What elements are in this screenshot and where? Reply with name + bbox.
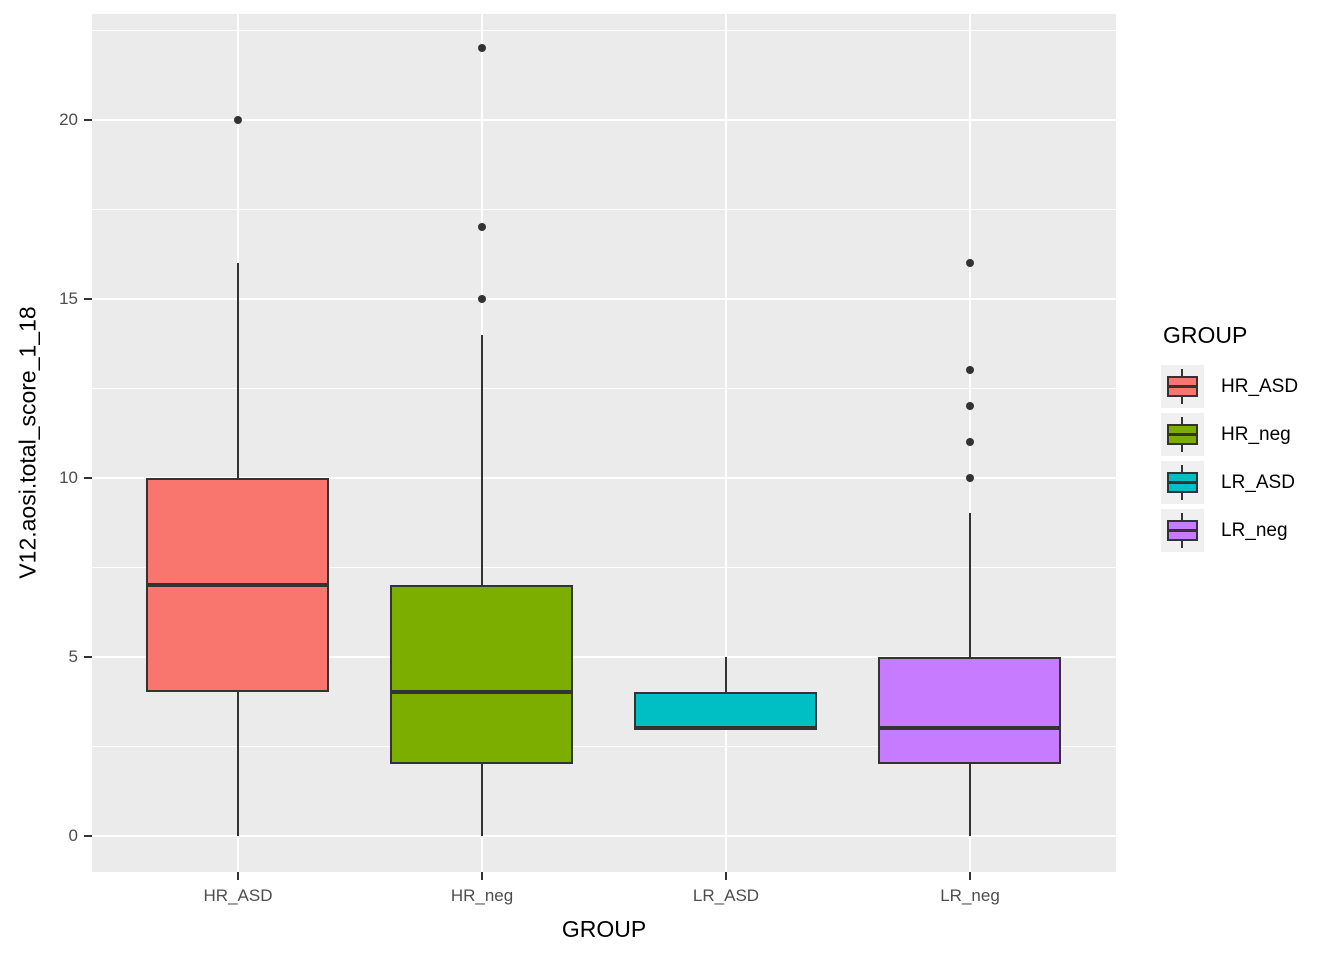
x-axis-tick [725, 872, 727, 880]
boxplot-upper-whisker [969, 513, 971, 657]
boxplot-outlier-point [966, 259, 974, 267]
boxplot-box-lr_neg [878, 657, 1061, 764]
gridline-horizontal-major [92, 298, 1116, 300]
x-axis-tick-label: LR_neg [940, 886, 1000, 905]
boxplot-box-hr_neg [390, 585, 573, 764]
gridline-horizontal-minor [92, 209, 1116, 210]
gridline-horizontal-minor [92, 30, 1116, 31]
gridline-horizontal-minor [92, 388, 1116, 389]
boxplot-outlier-point [234, 116, 242, 124]
y-axis-tick [84, 656, 92, 658]
gridline-horizontal-major [92, 119, 1116, 121]
legend-key-boxplot-icon [1161, 413, 1204, 456]
boxplot-upper-whisker [725, 657, 727, 692]
y-axis-tick [84, 119, 92, 121]
legend-label: LR_neg [1221, 519, 1288, 541]
boxplot-outlier-point [966, 438, 974, 446]
x-axis-tick [481, 872, 483, 880]
y-axis-tick-label: 5 [68, 647, 78, 666]
boxplot-outlier-point [478, 44, 486, 52]
boxplot-upper-whisker [237, 263, 239, 478]
y-axis-tick [84, 298, 92, 300]
boxplot-lower-whisker [237, 692, 239, 836]
legend-key-boxplot-icon [1161, 509, 1204, 552]
legend-label: LR_ASD [1221, 471, 1295, 493]
boxplot-outlier-point [966, 474, 974, 482]
legend-label: HR_ASD [1221, 375, 1299, 397]
legend-key-boxplot-icon [1161, 461, 1204, 504]
plot-panel [92, 14, 1116, 872]
x-axis-title: GROUP [561, 916, 647, 942]
y-axis-tick [84, 835, 92, 837]
boxplot-upper-whisker [481, 335, 483, 585]
x-axis-tick-label: HR_ASD [203, 886, 273, 905]
boxplot-lower-whisker [481, 764, 483, 836]
legend-label: HR_neg [1221, 423, 1291, 445]
gridline-horizontal-minor [92, 746, 1116, 747]
boxplot-outlier-point [478, 295, 486, 303]
gridline-vertical-major [725, 14, 727, 872]
gridline-horizontal-minor [92, 567, 1116, 568]
boxplot-median [634, 726, 817, 730]
boxplot-outlier-point [478, 223, 486, 231]
gridline-horizontal-major [92, 477, 1116, 479]
boxplot-outlier-point [966, 402, 974, 410]
x-axis-tick [237, 872, 239, 880]
boxplot-lower-whisker [969, 764, 971, 836]
x-axis-tick-label: HR_neg [450, 886, 514, 905]
y-axis-tick-label: 0 [68, 826, 78, 845]
gridline-horizontal-major [92, 835, 1116, 837]
y-axis-tick-label: 20 [59, 110, 78, 129]
boxplot-outlier-point [966, 366, 974, 374]
boxplot-box-lr_asd [634, 692, 817, 728]
legend-title: GROUP [1163, 322, 1248, 348]
legend-entry-lr-asd: LR_ASD [1161, 461, 1298, 504]
y-axis-tick [84, 477, 92, 479]
boxplot-median [146, 583, 329, 587]
legend-entry-lr-neg: LR_neg [1161, 509, 1298, 552]
legend-entry-hr-neg: HR_neg [1161, 413, 1298, 456]
boxplot-median [390, 690, 573, 694]
legend-entry-hr-asd: HR_ASD [1161, 365, 1298, 408]
boxplot-median [878, 726, 1061, 730]
x-axis-tick-label: LR_ASD [692, 886, 760, 905]
legend: GROUP HR_ASD HR_neg LR_ASD [1161, 322, 1298, 557]
y-axis-tick-label: 15 [59, 289, 78, 308]
gridline-horizontal-major [92, 656, 1116, 658]
x-axis-tick [969, 872, 971, 880]
legend-key-boxplot-icon [1161, 365, 1204, 408]
y-axis-tick-label: 10 [59, 468, 78, 487]
